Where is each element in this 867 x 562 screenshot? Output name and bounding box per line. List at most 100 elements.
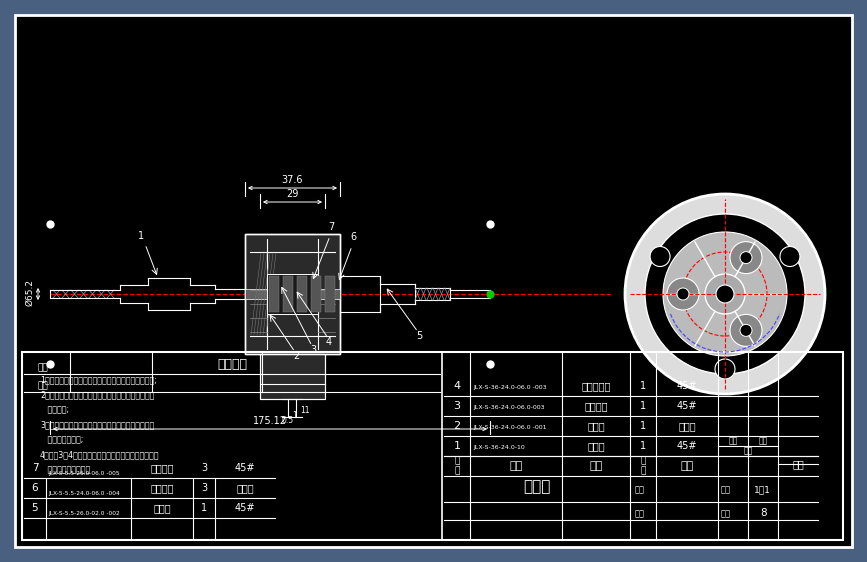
Text: 图号: 图号 <box>721 509 731 518</box>
Circle shape <box>645 214 805 374</box>
Bar <box>245 234 340 354</box>
Text: 45#: 45# <box>235 463 255 473</box>
Text: JLX-S-36-24.0-10: JLX-S-36-24.0-10 <box>473 445 525 450</box>
Text: 6: 6 <box>350 232 356 242</box>
Circle shape <box>663 232 787 356</box>
Text: 行星轮架盖: 行星轮架盖 <box>581 381 610 391</box>
Text: 单件: 单件 <box>743 446 753 455</box>
Text: 1: 1 <box>453 441 460 451</box>
Text: 5: 5 <box>416 331 422 341</box>
Bar <box>22 352 843 540</box>
Text: 4、件号3和4用削和工具削平，削台处必须光整，不允: 4、件号3和4用削和工具削平，削台处必须光整，不允 <box>40 450 160 459</box>
Text: JLX-S-5.5-26.0-06.0 -005: JLX-S-5.5-26.0-06.0 -005 <box>48 471 120 476</box>
Circle shape <box>740 324 752 337</box>
Text: 1: 1 <box>640 441 646 451</box>
Text: Ø65.2: Ø65.2 <box>25 279 34 306</box>
Text: 卡带手感;: 卡带手感; <box>40 405 69 414</box>
Text: 7: 7 <box>32 463 38 473</box>
Text: 班级: 班级 <box>635 485 645 494</box>
Text: 聚甲醛: 聚甲醛 <box>236 483 254 493</box>
Text: 1: 1 <box>640 381 646 391</box>
Text: 备注: 备注 <box>792 459 804 469</box>
Text: 1: 1 <box>292 411 297 420</box>
Text: 数
量: 数 量 <box>641 456 646 475</box>
Circle shape <box>650 247 670 266</box>
Bar <box>267 274 318 314</box>
Text: JLX-S-36-24.0-06.0 -001: JLX-S-36-24.0-06.0 -001 <box>473 425 546 430</box>
Text: 45#: 45# <box>677 441 697 451</box>
Text: 4: 4 <box>326 337 332 347</box>
Text: 175.12: 175.12 <box>253 416 287 426</box>
Text: 5: 5 <box>32 503 38 513</box>
Text: 1：1: 1：1 <box>754 485 771 494</box>
Circle shape <box>677 288 689 300</box>
Text: 45#: 45# <box>235 503 255 513</box>
Text: 7: 7 <box>328 222 335 232</box>
Text: 45#: 45# <box>677 381 697 391</box>
Text: 37.6: 37.6 <box>281 175 303 185</box>
Bar <box>245 234 340 354</box>
Circle shape <box>716 285 734 303</box>
Text: 3: 3 <box>453 401 460 411</box>
Text: 装配图: 装配图 <box>524 479 551 495</box>
Text: 代号: 代号 <box>510 461 523 471</box>
Text: 材料: 材料 <box>681 461 694 471</box>
Text: 3、行星轮架的花键孔必须与输出轴花键配合良好，不: 3、行星轮架的花键孔必须与输出轴花键配合良好，不 <box>40 420 154 429</box>
Bar <box>245 289 340 299</box>
Text: 内齿圈: 内齿圈 <box>587 421 605 431</box>
Text: 行星轮架: 行星轮架 <box>584 401 608 411</box>
Text: 制图: 制图 <box>38 363 49 372</box>
Circle shape <box>730 242 762 274</box>
Circle shape <box>730 314 762 346</box>
Bar <box>260 354 325 399</box>
Text: 3: 3 <box>201 463 207 473</box>
Text: 允许有径向松动;: 允许有径向松动; <box>40 435 83 444</box>
Text: 8: 8 <box>760 508 766 518</box>
Bar <box>260 354 325 399</box>
Text: 1: 1 <box>640 401 646 411</box>
Text: 1: 1 <box>640 421 646 431</box>
Text: 审核: 审核 <box>38 381 49 390</box>
Text: 聚甲醛: 聚甲醛 <box>678 421 696 431</box>
Bar <box>283 276 293 312</box>
Text: 总计: 总计 <box>759 437 767 446</box>
Circle shape <box>705 274 745 314</box>
Text: 0.5: 0.5 <box>282 416 294 425</box>
Text: 1、齿轮、齿圈的滚动与滑动部位不允许附有任何杂物;: 1、齿轮、齿圈的滚动与滑动部位不允许附有任何杂物; <box>40 375 157 384</box>
Text: 1: 1 <box>138 231 144 241</box>
Text: JLX-S-5.5-26.0-02.0 -002: JLX-S-5.5-26.0-02.0 -002 <box>48 511 120 516</box>
Text: 1: 1 <box>201 503 207 513</box>
Text: 行星轮轴: 行星轮轴 <box>150 463 173 473</box>
Text: 3: 3 <box>201 483 207 493</box>
Text: 重量: 重量 <box>728 437 738 446</box>
Text: 11: 11 <box>300 406 310 415</box>
Text: 学号: 学号 <box>635 509 645 518</box>
Bar <box>297 276 307 312</box>
Text: 输出轴: 输出轴 <box>587 441 605 451</box>
Text: 3: 3 <box>310 345 316 355</box>
Text: JLX-S-36-24.0-06.0-003: JLX-S-36-24.0-06.0-003 <box>473 405 544 410</box>
Bar <box>325 276 335 312</box>
Text: 45#: 45# <box>677 401 697 411</box>
Text: 2: 2 <box>453 421 460 431</box>
Circle shape <box>667 278 699 310</box>
Text: 许出现裂纹和飞边。: 许出现裂纹和飞边。 <box>40 465 90 474</box>
Text: 比例: 比例 <box>721 485 731 494</box>
Bar <box>311 276 321 312</box>
Text: 输入轴: 输入轴 <box>153 503 171 513</box>
Text: 序
号: 序 号 <box>454 456 460 475</box>
Text: JLX-5-5.5-24.0-06.0 -004: JLX-5-5.5-24.0-06.0 -004 <box>48 491 120 496</box>
Circle shape <box>740 252 752 264</box>
Bar <box>269 276 279 312</box>
Text: 6: 6 <box>32 483 38 493</box>
Circle shape <box>715 359 735 379</box>
Text: 名称: 名称 <box>590 461 603 471</box>
Text: 4: 4 <box>453 381 460 391</box>
Text: 行星齿轮: 行星齿轮 <box>150 483 173 493</box>
Text: 2、插入输入轴并使其转动，必须转动灵活，不允许有: 2、插入输入轴并使其转动，必须转动灵活，不允许有 <box>40 390 154 399</box>
Text: 29: 29 <box>286 189 298 199</box>
Circle shape <box>625 194 825 394</box>
Text: 技术要求: 技术要求 <box>217 358 247 371</box>
Text: JLX-S-36-24.0-06.0 -003: JLX-S-36-24.0-06.0 -003 <box>473 385 546 390</box>
Circle shape <box>780 247 800 266</box>
